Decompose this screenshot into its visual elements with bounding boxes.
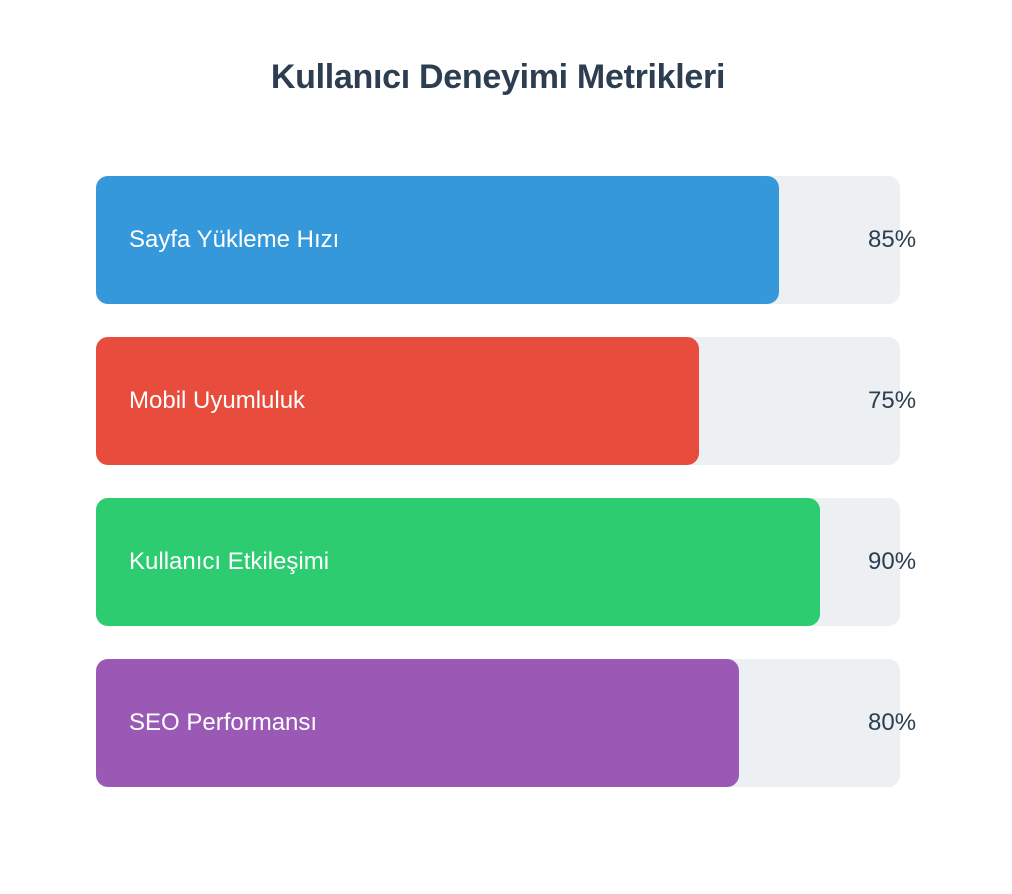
bar-fill [96, 498, 820, 626]
bar-row: Kullanıcı Etkileşimi 90% [96, 498, 916, 626]
bar-value-label: 80% [868, 709, 917, 736]
bar-fill [96, 659, 739, 787]
bar-value-label: 75% [868, 387, 917, 414]
bar-value-label: 85% [868, 226, 917, 253]
chart-title: Kullanıcı Deneyimi Metrikleri [270, 58, 726, 96]
bar-label: Sayfa Yükleme Hızı [129, 226, 340, 253]
bar-row: SEO Performansı 80% [96, 659, 916, 787]
bar-chart: Sayfa Yükleme Hızı 85% Mobil Uyumluluk 75% K… [96, 176, 916, 820]
bar-value-label: 90% [868, 548, 917, 575]
bar-label: SEO Performansı [129, 709, 318, 736]
bar-label: Kullanıcı Etkileşimi [129, 548, 330, 575]
bar-fill [96, 337, 699, 465]
bar-row: Mobil Uyumluluk 75% [96, 337, 916, 465]
bar-row: Sayfa Yükleme Hızı 85% [96, 176, 916, 304]
bar-label: Mobil Uyumluluk [129, 387, 306, 414]
bar-fill [96, 176, 779, 304]
